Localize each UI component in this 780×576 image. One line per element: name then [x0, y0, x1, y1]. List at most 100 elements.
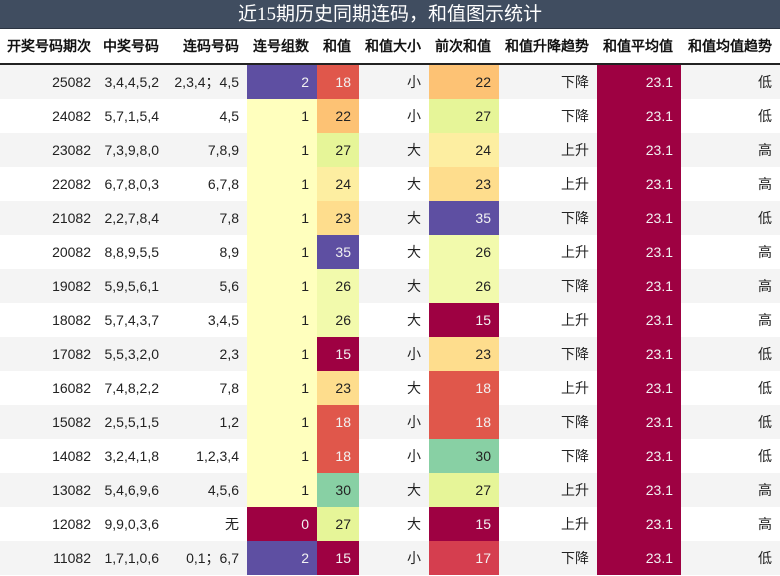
trend-cell: 下降	[499, 99, 597, 133]
avg-cell: 23.1	[597, 371, 681, 405]
sum-cell: 18	[317, 439, 359, 473]
prev-sum-cell: 26	[429, 235, 499, 269]
trend-cell: 下降	[499, 64, 597, 99]
sum-cell: 35	[317, 235, 359, 269]
header-sum[interactable]: 和值	[317, 29, 359, 65]
avg-trend-cell: 高	[681, 167, 780, 201]
header-numbers[interactable]: 中奖号码	[99, 29, 167, 65]
trend-cell: 上升	[499, 133, 597, 167]
avg-cell: 23.1	[597, 473, 681, 507]
table-row[interactable]: 18082 5,7,4,3,7 3,4,5 1 26 大 15 上升 23.1 高	[0, 303, 780, 337]
period-cell: 19082	[0, 269, 99, 303]
consecutive-cell: 1,2	[167, 405, 247, 439]
header-avg-trend[interactable]: 和值均值趋势	[681, 29, 780, 65]
prev-sum-cell: 18	[429, 405, 499, 439]
table-row[interactable]: 19082 5,9,5,6,1 5,6 1 26 大 26 下降 23.1 高	[0, 269, 780, 303]
size-cell: 大	[359, 201, 429, 235]
table-row[interactable]: 21082 2,2,7,8,4 7,8 1 23 大 35 下降 23.1 低	[0, 201, 780, 235]
consecutive-cell: 7,8,9	[167, 133, 247, 167]
header-trend[interactable]: 和值升降趋势	[499, 29, 597, 65]
period-cell: 15082	[0, 405, 99, 439]
period-cell: 12082	[0, 507, 99, 541]
avg-cell: 23.1	[597, 303, 681, 337]
table-row[interactable]: 12082 9,9,0,3,6 无 0 27 大 15 上升 23.1 高	[0, 507, 780, 541]
period-cell: 20082	[0, 235, 99, 269]
sum-cell: 15	[317, 541, 359, 575]
sum-cell: 26	[317, 269, 359, 303]
avg-trend-cell: 低	[681, 337, 780, 371]
period-cell: 22082	[0, 167, 99, 201]
period-cell: 25082	[0, 64, 99, 99]
header-period[interactable]: 开奖号码期次	[0, 29, 99, 65]
numbers-cell: 5,7,4,3,7	[99, 303, 167, 337]
consecutive-cell: 7,8	[167, 371, 247, 405]
table-row[interactable]: 15082 2,5,5,1,5 1,2 1 18 小 18 下降 23.1 低	[0, 405, 780, 439]
avg-trend-cell: 低	[681, 439, 780, 473]
sum-cell: 15	[317, 337, 359, 371]
sum-cell: 30	[317, 473, 359, 507]
avg-trend-cell: 低	[681, 371, 780, 405]
size-cell: 大	[359, 133, 429, 167]
size-cell: 大	[359, 371, 429, 405]
prev-sum-cell: 35	[429, 201, 499, 235]
size-cell: 小	[359, 337, 429, 371]
table-row[interactable]: 13082 5,4,6,9,6 4,5,6 1 30 大 27 上升 23.1 高	[0, 473, 780, 507]
prev-sum-cell: 27	[429, 473, 499, 507]
groups-cell: 1	[247, 201, 317, 235]
numbers-cell: 7,4,8,2,2	[99, 371, 167, 405]
numbers-cell: 6,7,8,0,3	[99, 167, 167, 201]
trend-cell: 下降	[499, 541, 597, 575]
sum-cell: 22	[317, 99, 359, 133]
table-row[interactable]: 14082 3,2,4,1,8 1,2,3,4 1 18 小 30 下降 23.1 低	[0, 439, 780, 473]
size-cell: 大	[359, 473, 429, 507]
prev-sum-cell: 15	[429, 303, 499, 337]
table-row[interactable]: 24082 5,7,1,5,4 4,5 1 22 小 27 下降 23.1 低	[0, 99, 780, 133]
trend-cell: 上升	[499, 473, 597, 507]
table-title: 近15期历史同期连码，和值图示统计	[0, 0, 780, 29]
groups-cell: 1	[247, 99, 317, 133]
header-row: 开奖号码期次 中奖号码 连码号码 连号组数 和值 和值大小 前次和值 和值升降趋…	[0, 29, 780, 65]
avg-trend-cell: 低	[681, 99, 780, 133]
avg-cell: 23.1	[597, 507, 681, 541]
period-cell: 13082	[0, 473, 99, 507]
table-row[interactable]: 11082 1,7,1,0,6 0,1；6,7 2 15 小 17 下降 23.1 低	[0, 541, 780, 575]
header-consecutive[interactable]: 连码号码	[167, 29, 247, 65]
avg-cell: 23.1	[597, 235, 681, 269]
period-cell: 18082	[0, 303, 99, 337]
period-cell: 14082	[0, 439, 99, 473]
prev-sum-cell: 27	[429, 99, 499, 133]
numbers-cell: 8,8,9,5,5	[99, 235, 167, 269]
size-cell: 小	[359, 541, 429, 575]
header-avg[interactable]: 和值平均值	[597, 29, 681, 65]
trend-cell: 下降	[499, 439, 597, 473]
table-row[interactable]: 20082 8,8,9,5,5 8,9 1 35 大 26 上升 23.1 高	[0, 235, 780, 269]
size-cell: 大	[359, 167, 429, 201]
groups-cell: 1	[247, 133, 317, 167]
period-cell: 21082	[0, 201, 99, 235]
numbers-cell: 5,4,6,9,6	[99, 473, 167, 507]
avg-trend-cell: 高	[681, 303, 780, 337]
numbers-cell: 5,9,5,6,1	[99, 269, 167, 303]
trend-cell: 下降	[499, 405, 597, 439]
avg-cell: 23.1	[597, 405, 681, 439]
table-row[interactable]: 22082 6,7,8,0,3 6,7,8 1 24 大 23 上升 23.1 高	[0, 167, 780, 201]
avg-cell: 23.1	[597, 439, 681, 473]
prev-sum-cell: 24	[429, 133, 499, 167]
prev-sum-cell: 23	[429, 337, 499, 371]
trend-cell: 上升	[499, 167, 597, 201]
groups-cell: 1	[247, 269, 317, 303]
table-row[interactable]: 17082 5,5,3,2,0 2,3 1 15 小 23 下降 23.1 低	[0, 337, 780, 371]
period-cell: 24082	[0, 99, 99, 133]
groups-cell: 1	[247, 303, 317, 337]
stats-table: 开奖号码期次 中奖号码 连码号码 连号组数 和值 和值大小 前次和值 和值升降趋…	[0, 29, 780, 575]
header-prev-sum[interactable]: 前次和值	[429, 29, 499, 65]
prev-sum-cell: 30	[429, 439, 499, 473]
table-row[interactable]: 23082 7,3,9,8,0 7,8,9 1 27 大 24 上升 23.1 高	[0, 133, 780, 167]
header-size[interactable]: 和值大小	[359, 29, 429, 65]
table-row[interactable]: 16082 7,4,8,2,2 7,8 1 23 大 18 上升 23.1 低	[0, 371, 780, 405]
period-cell: 17082	[0, 337, 99, 371]
avg-cell: 23.1	[597, 201, 681, 235]
header-groups[interactable]: 连号组数	[247, 29, 317, 65]
table-row[interactable]: 25082 3,4,4,5,2 2,3,4；4,5 2 18 小 22 下降 23.1 低	[0, 64, 780, 99]
prev-sum-cell: 26	[429, 269, 499, 303]
